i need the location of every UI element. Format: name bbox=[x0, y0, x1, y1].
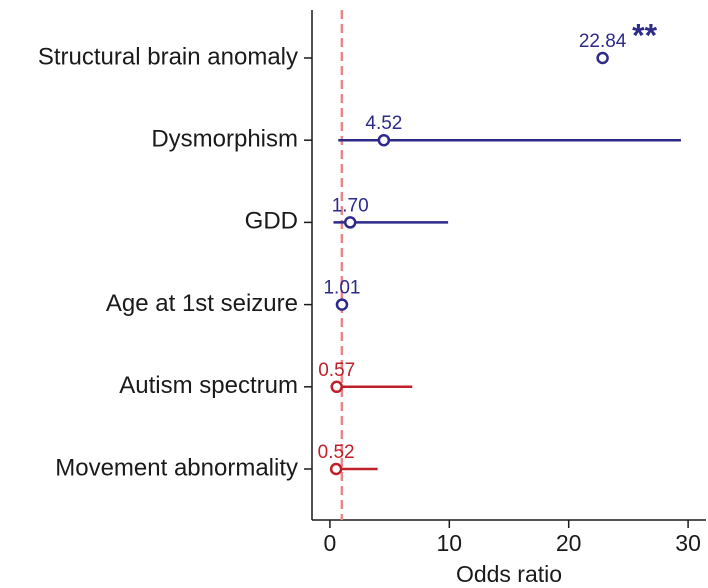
x-axis-label: Odds ratio bbox=[456, 561, 562, 587]
point bbox=[377, 133, 391, 147]
x-tick-label: 20 bbox=[556, 530, 582, 556]
category-label: Dysmorphism bbox=[151, 126, 298, 153]
value-label: 22.84 bbox=[579, 31, 627, 52]
value-label: 4.52 bbox=[365, 113, 402, 134]
x-tick-label: 0 bbox=[324, 530, 337, 556]
value-label: 1.01 bbox=[323, 278, 360, 299]
point bbox=[596, 51, 609, 65]
value-label: 0.52 bbox=[318, 442, 355, 463]
x-tick-label: 30 bbox=[675, 530, 701, 556]
value-label: 0.57 bbox=[318, 360, 355, 381]
category-label: Age at 1st seizure bbox=[106, 290, 298, 317]
category-label: Structural brain anomaly bbox=[38, 43, 298, 70]
point bbox=[335, 298, 349, 311]
point bbox=[330, 380, 343, 394]
category-label: Autism spectrum bbox=[119, 372, 298, 399]
point bbox=[343, 216, 357, 229]
point bbox=[329, 462, 343, 476]
category-label: GDD bbox=[245, 208, 298, 235]
value-label: 1.70 bbox=[332, 195, 369, 216]
annotation: ** bbox=[632, 17, 657, 53]
category-label: Movement abnormality bbox=[55, 454, 298, 481]
x-tick-label: 10 bbox=[437, 530, 463, 556]
